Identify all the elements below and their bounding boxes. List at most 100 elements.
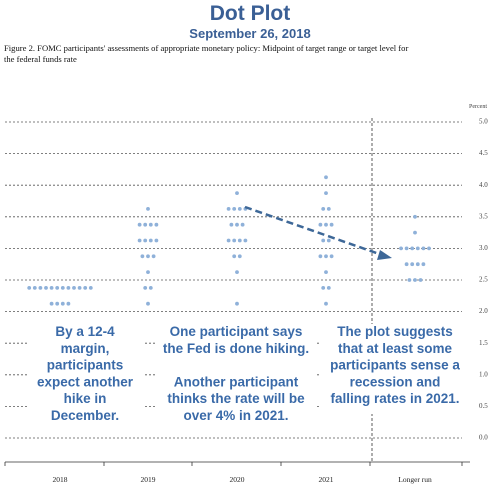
dot: [49, 301, 54, 306]
dot: [143, 286, 148, 290]
dot: [148, 222, 153, 227]
dot-group: [235, 191, 239, 196]
dot: [226, 207, 231, 211]
dot-group: [321, 286, 331, 290]
dot: [427, 246, 431, 251]
dot-group: [413, 214, 417, 219]
dot: [324, 270, 328, 274]
caption: Figure 2. FOMC participants' assessments…: [4, 43, 408, 53]
dot: [44, 286, 48, 290]
dot: [232, 207, 237, 211]
dot: [326, 286, 331, 290]
dot: [326, 238, 331, 243]
dot-group: [226, 238, 248, 243]
dot-group: [226, 207, 248, 211]
dot: [235, 270, 239, 274]
annotation: expect another: [37, 374, 134, 389]
dot: [318, 222, 323, 227]
dot: [418, 278, 423, 282]
dot-group: [146, 270, 150, 274]
x-tick-label: 2018: [53, 475, 68, 484]
arrow-head: [377, 250, 392, 260]
dot-group: [140, 254, 156, 259]
dot: [66, 286, 71, 290]
dot: [137, 238, 142, 243]
dot: [321, 286, 326, 290]
y-tick-label: 3.5: [479, 212, 488, 220]
dot: [232, 238, 237, 243]
x-tick-label: 2020: [230, 475, 245, 484]
dot: [237, 207, 242, 211]
y-tick-label: 4.5: [479, 149, 488, 157]
y-tick-label: 2.5: [479, 276, 488, 284]
dot: [27, 286, 32, 290]
annotation: that at least some: [338, 341, 453, 356]
dot-group: [324, 175, 328, 180]
dot: [243, 238, 248, 243]
dot: [324, 175, 328, 180]
dot: [421, 246, 426, 251]
annotation: By a 12-4: [55, 324, 115, 339]
y-tick-label: 2.0: [479, 307, 488, 315]
dot-group: [318, 222, 334, 227]
annotation: participants: [47, 358, 124, 373]
dot: [415, 262, 420, 267]
dot: [140, 254, 145, 259]
dot: [413, 230, 417, 235]
dot-group: [146, 301, 150, 306]
dot: [55, 301, 60, 306]
dot: [154, 238, 159, 243]
dot: [55, 286, 60, 290]
dot: [146, 254, 150, 259]
dot: [415, 246, 420, 251]
dot-group: [235, 301, 239, 306]
dot-group: [27, 286, 93, 290]
dot: [404, 246, 409, 251]
annotation: The plot suggests: [337, 324, 453, 339]
annotation: December.: [51, 408, 119, 423]
annotation-box: [27, 324, 143, 431]
annotation: recession and: [350, 374, 441, 389]
dot: [154, 222, 159, 227]
dot: [421, 262, 426, 267]
dot: [318, 254, 323, 259]
dot: [329, 254, 334, 259]
y-tick-label: 3.0: [479, 244, 488, 252]
dot: [66, 301, 71, 306]
dot: [143, 222, 148, 227]
y-axis-label: Percent: [469, 104, 487, 110]
dot: [321, 207, 326, 211]
dot: [413, 214, 417, 219]
dot: [83, 286, 88, 290]
dot: [324, 222, 328, 227]
dot: [232, 254, 237, 259]
dot-group: [229, 222, 245, 227]
dot: [148, 238, 153, 243]
dot: [49, 286, 54, 290]
dot: [146, 301, 150, 306]
dot: [146, 207, 150, 211]
dot: [229, 222, 234, 227]
x-tick-label: 2021: [319, 475, 334, 484]
dot-group: [143, 286, 153, 290]
dot-group: [399, 246, 431, 251]
dot: [88, 286, 93, 290]
caption: the federal funds rate: [4, 54, 77, 64]
dot-group: [49, 301, 71, 306]
dot: [235, 191, 239, 196]
dot-group: [404, 262, 426, 267]
dot: [410, 246, 415, 251]
y-tick-label: 1.0: [479, 370, 488, 378]
dot-group: [321, 207, 331, 211]
dot: [237, 238, 242, 243]
annotation: Another participant: [174, 374, 299, 389]
dot: [410, 262, 415, 267]
dot: [226, 238, 231, 243]
dot: [60, 301, 65, 306]
dot: [151, 254, 156, 259]
dot: [399, 246, 403, 251]
dot: [148, 286, 153, 290]
y-tick-label: 0.0: [479, 434, 488, 442]
y-tick-label: 0.5: [479, 402, 488, 410]
